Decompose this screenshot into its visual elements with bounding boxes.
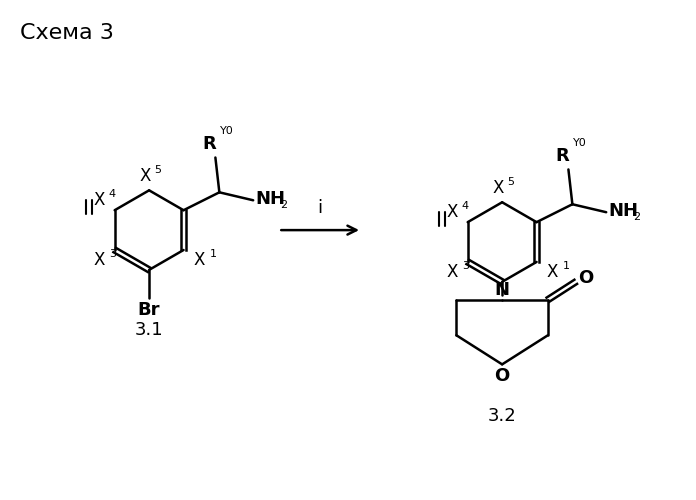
Text: 3.1: 3.1 [135,320,164,338]
Text: X: X [493,180,504,198]
Text: Y0: Y0 [221,126,234,136]
Text: Y0: Y0 [574,138,587,147]
Text: X: X [446,203,457,221]
Text: X: X [446,263,457,281]
Text: Схема 3: Схема 3 [19,24,113,44]
Text: N: N [495,281,509,299]
Text: R: R [555,146,569,164]
Text: X: X [93,192,104,210]
Text: X: X [93,251,104,269]
Text: 2: 2 [280,200,287,210]
Text: 3.2: 3.2 [488,407,516,425]
Text: 3: 3 [461,261,468,271]
Text: O: O [495,368,509,386]
Text: X: X [139,168,151,186]
Text: R: R [203,134,216,152]
Text: 1: 1 [562,261,569,271]
Text: Br: Br [138,300,160,318]
Text: 1: 1 [209,249,216,259]
Text: NH: NH [608,202,638,220]
Text: X: X [193,251,205,269]
Text: i: i [317,199,323,217]
Text: 5: 5 [507,178,514,188]
Text: O: O [578,269,593,287]
Text: 4: 4 [461,201,469,211]
Text: 3: 3 [109,249,116,259]
Text: NH: NH [255,190,285,208]
Text: X: X [547,263,558,281]
Text: 2: 2 [633,212,640,222]
Text: 5: 5 [154,166,161,175]
Text: 4: 4 [109,190,116,200]
